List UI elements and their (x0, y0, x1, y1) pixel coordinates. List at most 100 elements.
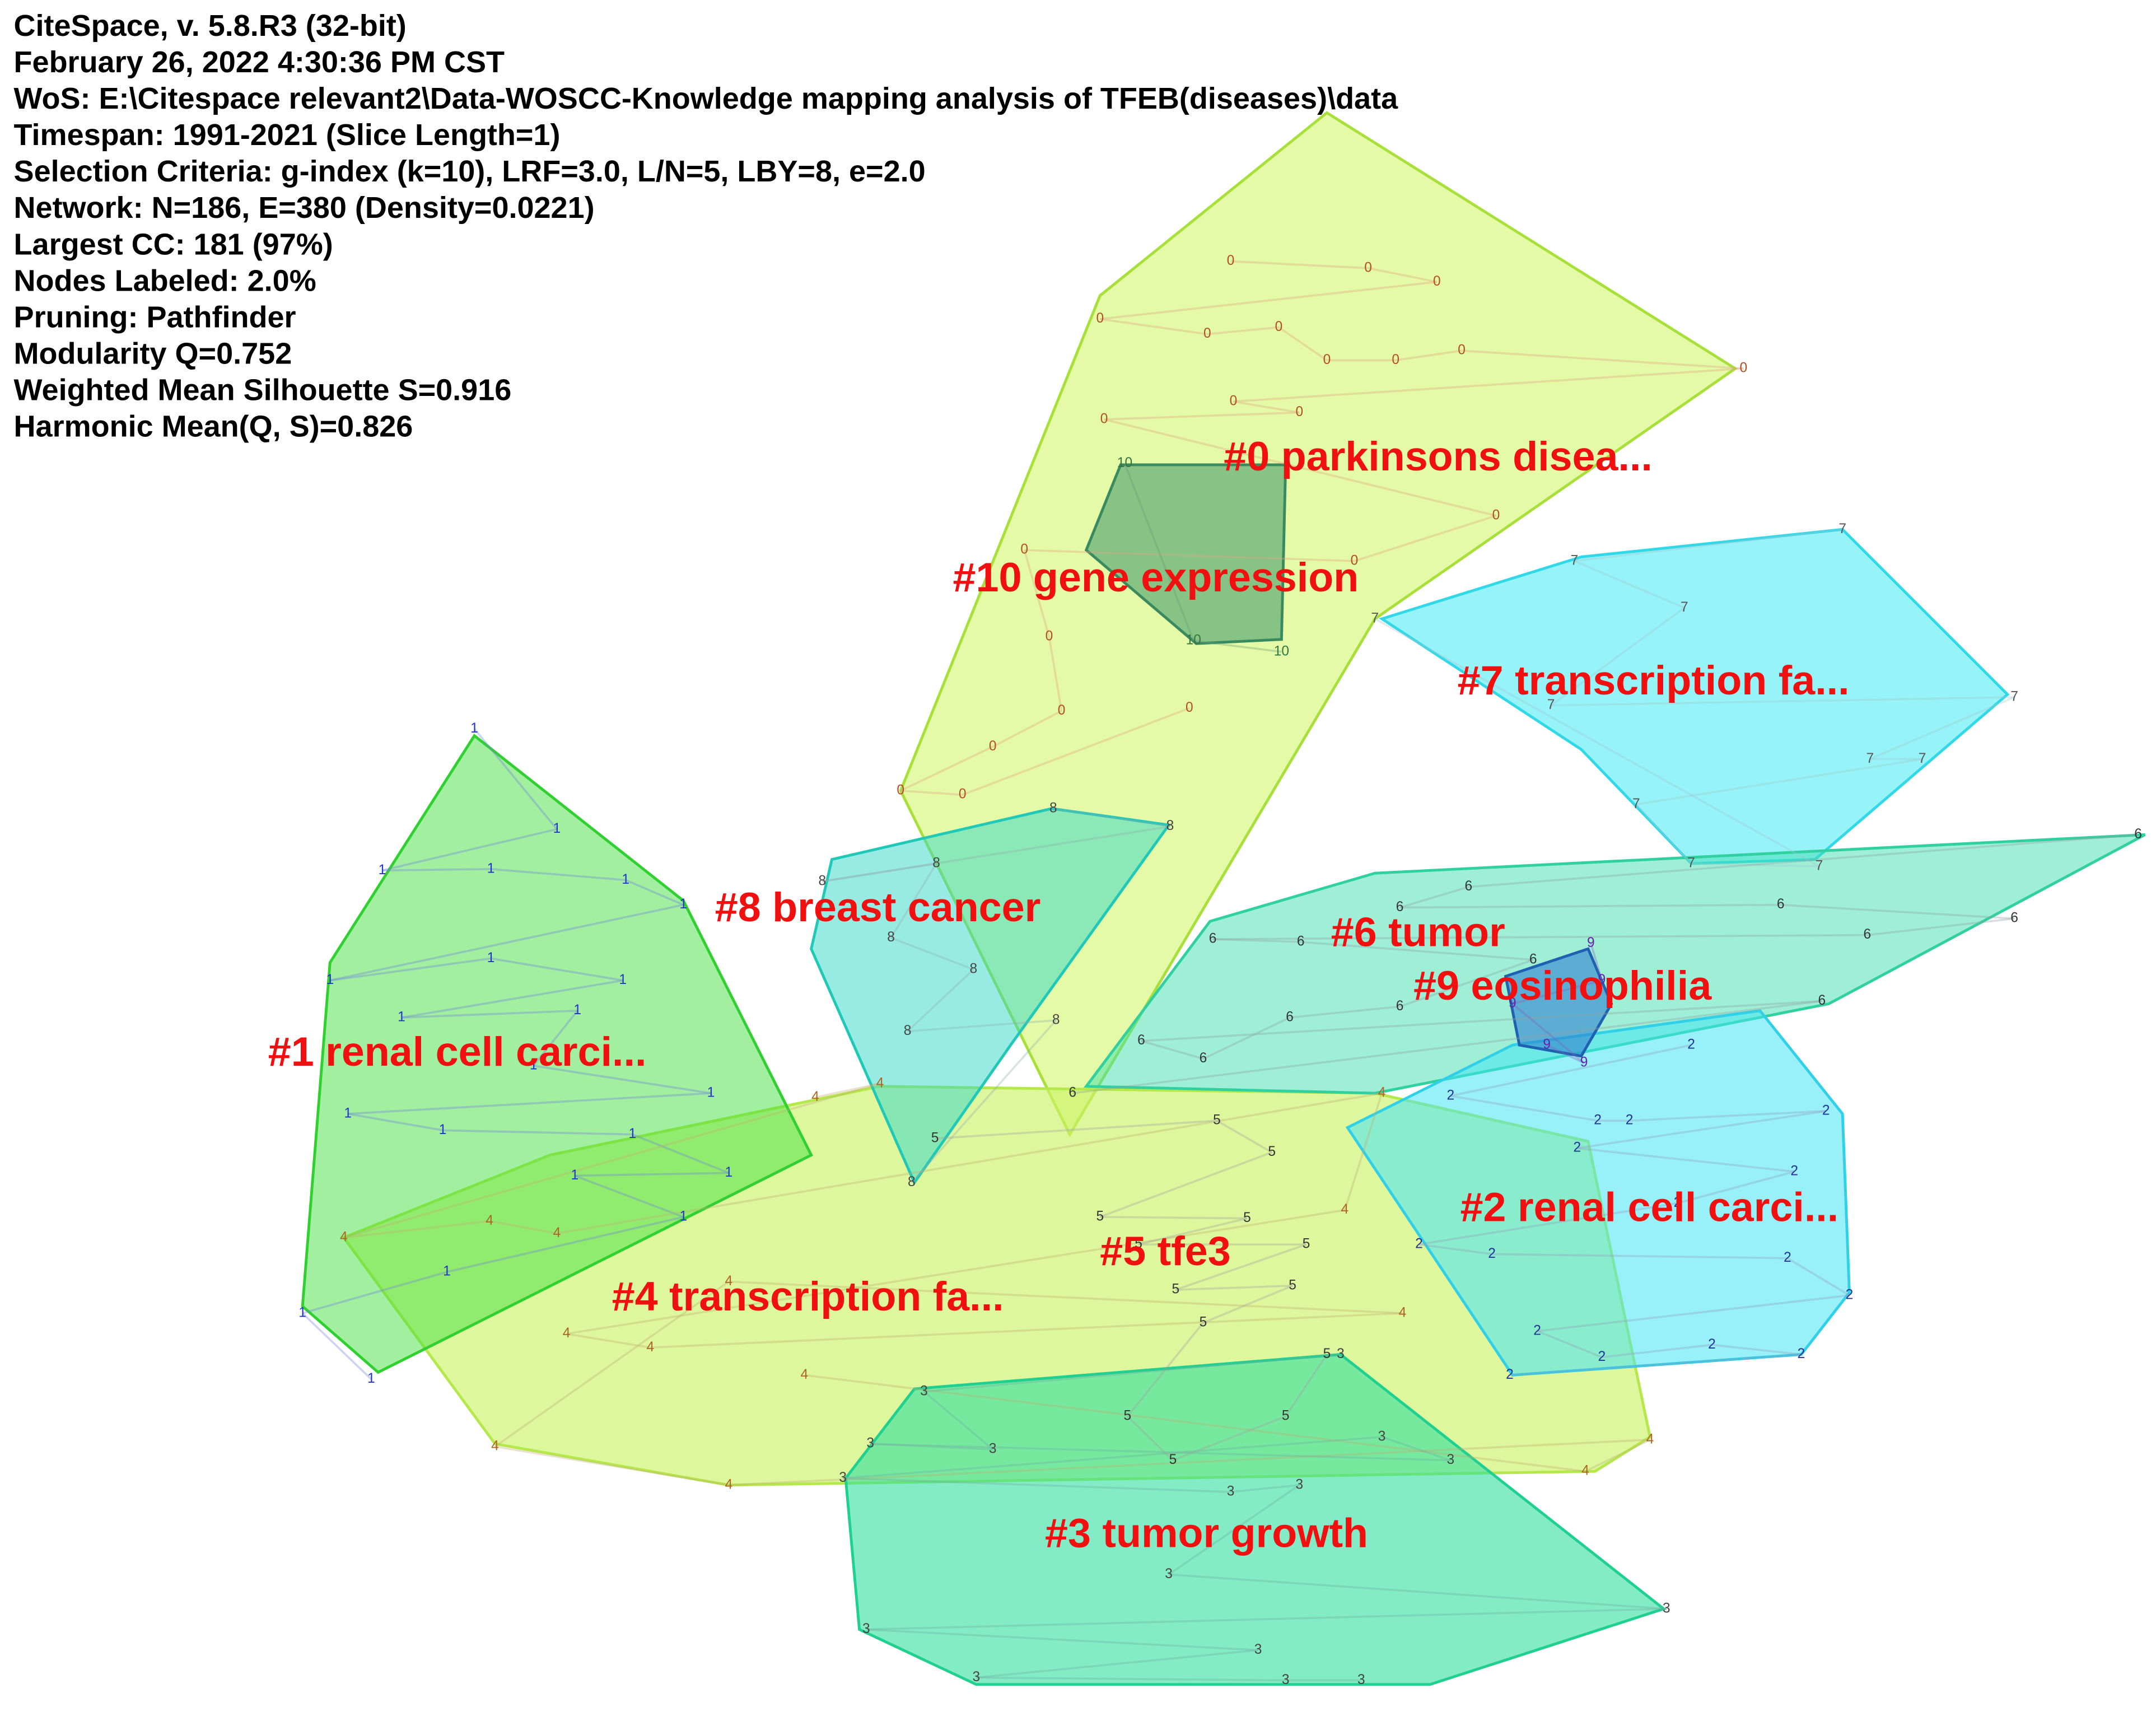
node-label: 4 (647, 1340, 655, 1355)
edge (935, 1119, 1217, 1140)
edge (1278, 326, 1328, 361)
node-label: 2 (1594, 1113, 1602, 1128)
node-label: 5 (931, 1131, 939, 1146)
node-label: 0 (1740, 361, 1748, 376)
node-label: 6 (1209, 931, 1217, 946)
edge (650, 1312, 1403, 1349)
node-label: 3 (862, 1621, 870, 1636)
node-label: 5 (1200, 1315, 1207, 1330)
edge (566, 1332, 651, 1349)
node-label: 0 (1364, 260, 1372, 275)
node-label: 9 (1587, 935, 1595, 950)
node-label: 10 (1117, 455, 1132, 470)
cluster-label: #4 transcription fa... (612, 1273, 1004, 1319)
header-line: Weighted Mean Silhouette S=0.916 (14, 374, 512, 407)
node-label: 2 (1822, 1103, 1830, 1118)
node-label: 3 (972, 1669, 980, 1685)
cluster-label: #2 renal cell carci... (1460, 1183, 1839, 1230)
node-label: 0 (1020, 542, 1028, 557)
edge (1711, 1344, 1802, 1356)
edge (491, 867, 626, 881)
edge (1635, 804, 1692, 865)
cluster-label: #0 parkinsons disea... (1224, 433, 1653, 479)
node-label: 4 (491, 1439, 499, 1454)
node-label: 2 (1798, 1346, 1805, 1361)
edge (1780, 903, 2015, 920)
edge (566, 1209, 1345, 1335)
edge (1123, 463, 1194, 641)
node-label: 6 (2134, 827, 2142, 842)
edge (382, 828, 557, 872)
header-line: Largest CC: 181 (97%) (14, 227, 333, 261)
edge (1175, 1284, 1293, 1291)
edge (329, 903, 684, 982)
node-label: 2 (1674, 1195, 1682, 1210)
node-label: 8 (908, 1174, 916, 1189)
edge (870, 1443, 1451, 1462)
node-label: 5 (1268, 1144, 1276, 1159)
node-label: 3 (1337, 1346, 1345, 1361)
node-label: 0 (1275, 319, 1283, 334)
node-label: 3 (866, 1436, 874, 1451)
edge (923, 1391, 993, 1450)
node-label: 2 (1598, 1349, 1606, 1364)
edge (1509, 1353, 1802, 1377)
node-label: 1 (487, 861, 495, 876)
node-label: 6 (1396, 999, 1404, 1014)
edge (1551, 696, 2015, 707)
edge (1072, 1000, 1822, 1094)
edge (446, 1216, 684, 1273)
edge (1233, 367, 1744, 403)
node-label: 8 (887, 930, 895, 945)
edge (1212, 934, 1868, 940)
edge (494, 1280, 730, 1448)
node-label: 5 (1096, 1209, 1104, 1224)
edge (632, 1133, 730, 1174)
edge (348, 1092, 711, 1115)
edge (1168, 1573, 1667, 1610)
node-label: 2 (1573, 1140, 1581, 1155)
node-label: 5 (1124, 1408, 1132, 1424)
node-label: 4 (1378, 1085, 1386, 1100)
node-label: 8 (818, 873, 826, 888)
edge (1537, 1330, 1603, 1359)
node-label: 10 (1186, 633, 1201, 648)
node-label: 0 (1100, 411, 1108, 426)
node-label: 4 (486, 1213, 493, 1228)
edge (1399, 903, 1781, 909)
edge (1492, 1253, 1788, 1259)
edge (900, 790, 963, 796)
edge (574, 1174, 684, 1218)
hull-6 (1083, 833, 2146, 1095)
node-label: 5 (1243, 1210, 1251, 1225)
node-label: 0 (959, 787, 967, 802)
node-label: 5 (1282, 1408, 1290, 1424)
edge (1574, 560, 1685, 609)
node-label: 0 (1392, 352, 1399, 367)
edge (302, 1271, 447, 1314)
edge (1233, 400, 1300, 414)
edge (1867, 917, 2015, 936)
edge (533, 1065, 711, 1094)
node-label: 7 (1838, 521, 1846, 537)
node-label: 8 (1166, 818, 1174, 833)
edge (625, 879, 684, 906)
node-label: 1 (679, 1209, 687, 1224)
node-label: 1 (530, 1057, 538, 1072)
edge (401, 1009, 578, 1019)
node-label: 3 (839, 1470, 847, 1485)
edge (1468, 833, 2139, 888)
node-label: 6 (1200, 1051, 1207, 1066)
node-label: 5 (1289, 1277, 1296, 1293)
node-label: 5 (1169, 1452, 1177, 1467)
edge (1450, 1095, 1598, 1122)
node-label: 5 (1135, 1237, 1142, 1252)
node-label: 3 (920, 1383, 928, 1398)
edge (1207, 326, 1279, 335)
hull-10 (1084, 463, 1287, 645)
cluster-labels: #0 parkinsons disea... #10 gene expressio… (268, 433, 1850, 1556)
edge (843, 1477, 1231, 1493)
node-label: 6 (1286, 1009, 1294, 1024)
node-label: 6 (1529, 951, 1537, 967)
